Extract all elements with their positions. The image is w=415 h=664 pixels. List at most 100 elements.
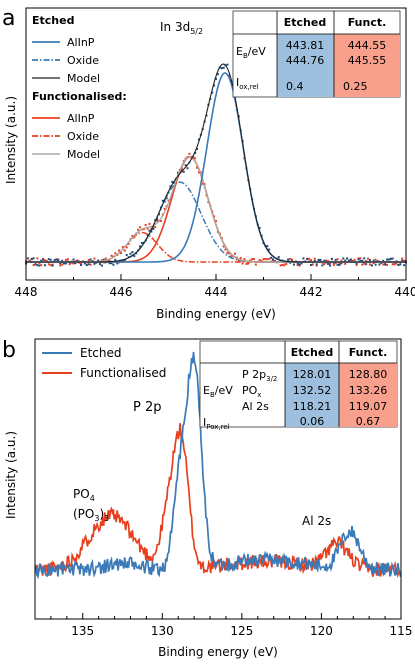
etched-data-point [391,257,394,260]
etched-data-point [156,218,159,221]
etched-data-point [397,264,400,266]
etched-data-point [310,264,312,266]
funct-data-point [159,220,162,222]
table-b-funct-al2s: 119.07 [349,400,388,413]
funct-data-point [38,261,41,264]
etched-data-point [91,260,94,263]
funct-data-point [372,262,375,264]
funct-data-point [89,263,92,266]
funct-data-point [196,166,198,169]
etched-data-point [80,264,83,266]
annotation-po3: (PO3)3 [73,507,109,523]
funct-data-point [281,263,284,266]
etched-data-point [169,185,172,188]
funct-data-point [393,263,396,266]
funct-data-point [264,257,267,260]
funct-data-point [154,226,157,229]
panel-a-table: Etched Funct. EB/eV 443.81 444.76 444.55… [232,10,401,98]
funct-data-point [139,226,141,229]
legend-etched-model-label: Model [67,72,100,85]
etched-data-point [55,258,58,261]
funct-data-point [251,258,254,261]
etched-data-point [272,258,274,261]
etched-data-point [97,259,100,262]
etched-data-point [313,259,316,262]
etched-data-point [34,263,37,266]
etched-data-point [182,170,185,173]
funct-data-point [353,258,356,261]
funct-data-point [163,207,166,210]
funct-data-point [121,246,124,248]
etched-data-point [36,264,39,267]
row-ipox-symbol: I [203,416,206,429]
etched-data-point [389,257,392,260]
legend-funct-alinp-label: AlInP [67,112,95,125]
etched-data-point [93,262,96,265]
etched-data-point [387,258,390,261]
etched-data-point [349,258,352,261]
etched-data-point [125,254,128,256]
table-b-header-funct: Funct. [349,346,388,359]
funct-data-point [234,252,236,255]
etched-data-point [346,257,349,260]
table-b-row-p2p: P 2p3/2 [242,368,277,383]
funct-data-point [93,257,96,260]
funct-data-point [359,257,362,260]
funct-data-point [365,260,368,262]
legend-etched-oxide-label: Oxide [67,54,99,67]
table-a-funct-cell [334,34,400,97]
legend-etched-title: Etched [32,14,74,27]
panel-a-x-tick-label: 446 [110,285,133,299]
etched-spectrum [34,351,402,579]
etched-data-point [85,264,88,267]
etched-data-point [161,199,164,202]
funct-data-point [382,263,385,266]
funct-data-point [110,254,113,257]
funct-data-point [87,259,90,261]
funct-data-point [40,264,43,267]
funct-data-point [344,262,347,265]
panel-b-x-tick-label: 135 [71,624,94,638]
row-ipox-subscript: Pox,rel [206,423,229,431]
etched-data-point [59,262,62,265]
row-pox-subscript: x [257,391,261,399]
panel-b-legend: Etched Functionalised [42,346,166,380]
row-p2p-subscript: 3/2 [266,375,277,383]
funct-alinp-curve [26,156,406,263]
table-a-row-iox-label: Iox,rel [236,76,259,91]
funct-data-point [64,258,67,261]
funct-data-point [120,252,122,255]
table-a-etched-cell [277,34,334,97]
annotation-p2p: P 2p [133,400,162,415]
funct-model-curve [26,156,406,263]
etched-data-point [32,257,35,260]
funct-data-point [355,263,358,266]
funct-data-point [245,263,248,265]
annotation-al2s: Al 2s [302,514,331,528]
table-b-funct-ipox: 0.67 [356,415,381,428]
etched-data-point [49,258,52,261]
table-b-row-al2s: Al 2s [242,400,269,413]
etched-data-point [361,259,364,262]
panel-b-xlabel: Binding energy (eV) [158,645,278,659]
etched-data-point [102,258,105,261]
etched-data-point [319,258,322,261]
etched-data-point [323,259,326,262]
funct-data-point [167,199,170,202]
etched-data-point [123,258,126,261]
etched-data-point [129,252,132,255]
funct-data-point [253,258,255,261]
funct-data-point [289,257,292,260]
funct-data-point [386,263,388,266]
funct-data-point [131,235,134,237]
table-a-etched-eb-2: 444.76 [286,54,325,67]
etched-data-point [403,264,406,267]
etched-data-point [51,264,54,267]
etched-data-point [302,257,305,260]
po3-subscript: 3 [94,514,99,523]
funct-data-point [315,264,318,267]
panel-a-label: a [2,6,15,31]
panel-a-xlabel: Binding energy (eV) [156,307,276,321]
funct-data-point [230,255,233,258]
funct-data-point [201,182,204,185]
